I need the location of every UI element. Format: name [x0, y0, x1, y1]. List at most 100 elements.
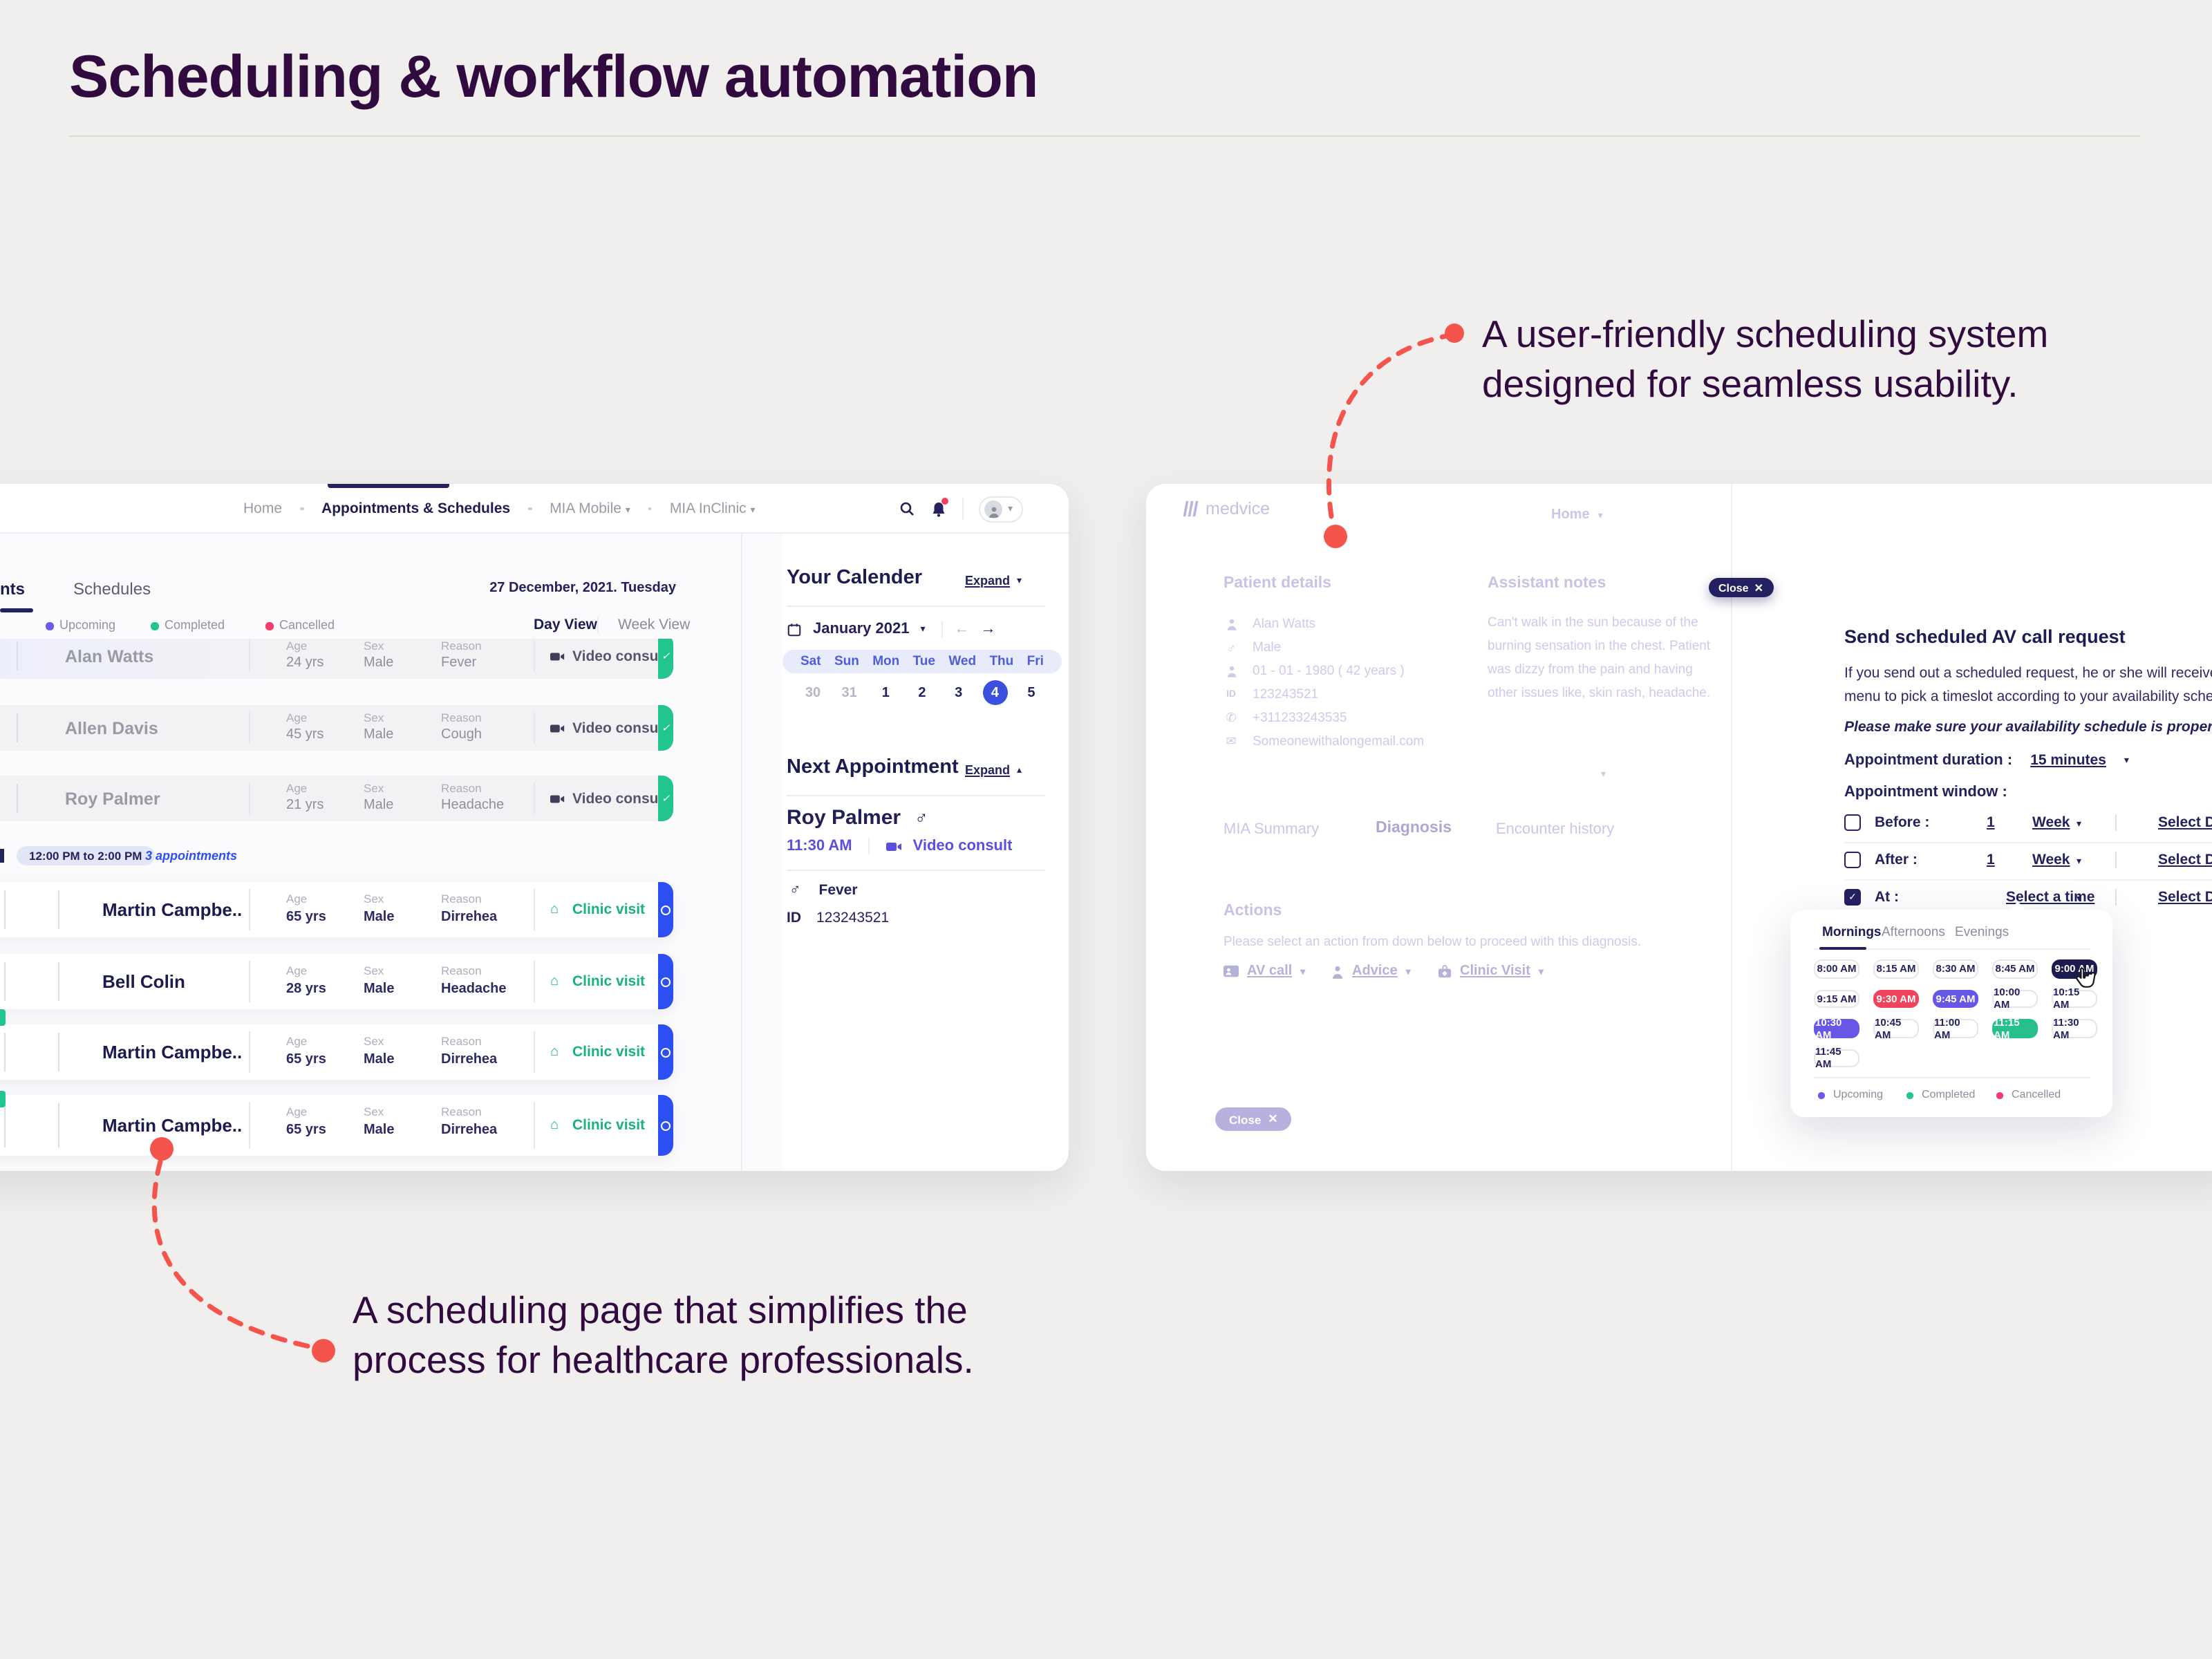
av-call-button[interactable]: AV call ▾ — [1224, 964, 1305, 979]
tab-schedules[interactable]: Schedules — [73, 579, 151, 599]
sex-value: Male — [364, 798, 394, 813]
next-appointment-expand[interactable]: Expand ▴ — [965, 763, 1022, 777]
annotation-top: A user-friendly scheduling system design… — [1482, 310, 2048, 410]
after-value[interactable]: 1 — [1987, 852, 1995, 868]
timeslot-chip[interactable]: 10:45 AM — [1873, 1016, 1919, 1041]
week-view-toggle[interactable]: Week View — [618, 617, 691, 633]
at-checkbox-checked[interactable]: ✓ — [1844, 889, 1861, 906]
timeslot-chip-upcoming[interactable]: 9:45 AM — [1933, 989, 1978, 1008]
row-divider — [249, 961, 250, 1002]
tab-appointments-partial[interactable]: nts — [0, 579, 25, 599]
sex-value: Male — [364, 982, 395, 997]
date-cell[interactable]: 5 — [1027, 685, 1035, 700]
timeslot-chip[interactable]: 8:30 AM — [1933, 959, 1978, 978]
after-date-select[interactable]: Select Date — [2158, 852, 2212, 868]
appointment-row[interactable]: Bell Colin Age 28 yrs Sex Male Reason He… — [0, 954, 673, 1009]
nav-mia-mobile[interactable]: MIA Mobile ▾ — [550, 500, 630, 517]
timeslot-chip-completed[interactable]: 11:15 AM — [1992, 1016, 2038, 1041]
patient-name: Martin Campbe.. — [102, 1042, 243, 1062]
tab-diagnosis[interactable]: Diagnosis — [1376, 820, 1452, 836]
date-cell[interactable]: 2 — [918, 685, 926, 700]
at-time-select[interactable]: Select a time — [2006, 889, 2095, 906]
next-month-arrow[interactable]: → — [980, 621, 996, 637]
calendar-expand[interactable]: Expand ▾ — [965, 574, 1022, 588]
appointment-row[interactable]: Martin Campbe.. Age 65 yrs Sex Male Reas… — [0, 1024, 673, 1080]
nav-home[interactable]: Home — [243, 500, 283, 517]
timeslot-chip[interactable]: 11:30 AM — [2052, 1016, 2097, 1041]
month-selector[interactable]: January 2021 — [813, 621, 910, 637]
appointment-row[interactable]: Allen Davis Age 45 yrs Sex Male Reason C… — [0, 705, 673, 751]
search-icon[interactable] — [899, 500, 915, 517]
timeslot-chip[interactable]: 8:00 AM — [1814, 959, 1859, 978]
patient-name: Bell Colin — [102, 971, 185, 992]
annotation-bottom-line2: process for healthcare professionals. — [353, 1338, 974, 1382]
timeslot-chip[interactable]: 10:15 AM — [2052, 986, 2097, 1011]
weekday: Fri — [1027, 654, 1044, 669]
duration-select[interactable]: 15 minutes — [2030, 752, 2106, 769]
before-date-select[interactable]: Select Date — [2158, 814, 2212, 831]
popup-legend-completed: Completed — [1922, 1088, 1976, 1100]
date-cell[interactable]: 1 — [881, 685, 890, 700]
popup-tab-afternoons[interactable]: Afternoons — [1882, 925, 1945, 940]
panel-title: Send scheduled AV call request — [1844, 626, 2126, 647]
phone-icon: ✆ — [1226, 711, 1237, 724]
status-accent-completed: ✓ — [658, 633, 673, 679]
timeslot-chip-cancelled[interactable]: 9:30 AM — [1873, 989, 1919, 1008]
tab-encounter-history[interactable]: Encounter history — [1496, 821, 1615, 838]
appointment-row[interactable]: Martin Campbe.. Age 65 yrs Sex Male Reas… — [0, 882, 673, 937]
nav-appointments-schedules[interactable]: Appointments & Schedules — [321, 500, 511, 517]
after-checkbox[interactable] — [1844, 852, 1861, 868]
after-unit-select[interactable]: Week — [2032, 852, 2070, 868]
timeslot-chip[interactable]: 10:00 AM — [1992, 986, 2038, 1011]
reason-value: Dirrehea — [441, 1052, 498, 1067]
col-age-label: Age — [286, 781, 308, 795]
status-accent-upcoming — [658, 1095, 673, 1156]
nav-mia-inclinic[interactable]: MIA InClinic ▾ — [669, 500, 756, 517]
timeslot-chip[interactable]: 11:45 AM — [1814, 1046, 1859, 1071]
annotation-top-line1: A user-friendly scheduling system — [1482, 312, 2049, 355]
advice-button[interactable]: Advice ▾ — [1331, 964, 1411, 979]
appointment-row[interactable]: Martin Campbe.. Age 65 yrs Sex Male Reas… — [0, 1095, 673, 1156]
patient-sex-row: ♂ Male — [1224, 640, 1281, 655]
col-reason-label: Reason — [441, 1034, 482, 1048]
before-unit-select[interactable]: Week — [2032, 814, 2070, 831]
appointment-row[interactable]: Alan Watts Age 24 yrs Sex Male Reason Fe… — [0, 633, 673, 679]
tab-mia-summary[interactable]: MIA Summary — [1224, 821, 1320, 838]
right-nav-home[interactable]: Home ▾ — [1551, 507, 1603, 523]
col-sex-label: Sex — [364, 1105, 384, 1118]
col-reason-label: Reason — [441, 1105, 482, 1118]
appointment-row[interactable]: Roy Palmer Age 21 yrs Sex Male Reason He… — [0, 776, 673, 821]
day-view-toggle[interactable]: Day View — [534, 617, 597, 633]
window-row-before: Before : 1 Week ▾ Select Date — [1844, 812, 2212, 834]
chevron-down-icon: ▾ — [2077, 894, 2082, 904]
title-divider — [69, 135, 2140, 137]
date-cell[interactable]: 3 — [955, 685, 963, 700]
date-cell-selected[interactable]: 4 — [982, 680, 1008, 705]
before-value[interactable]: 1 — [1987, 814, 1995, 831]
notifications-bell-icon[interactable] — [930, 497, 948, 518]
popup-tab-evenings[interactable]: Evenings — [1955, 925, 2009, 940]
prev-month-arrow[interactable]: ← — [954, 621, 970, 637]
age-value: 65 yrs — [286, 910, 326, 925]
col-reason-label: Reason — [441, 711, 482, 724]
before-checkbox[interactable] — [1844, 814, 1861, 831]
date-cell[interactable]: 30 — [805, 685, 821, 700]
timeslot-chip[interactable]: 11:00 AM — [1933, 1016, 1978, 1041]
date-cell[interactable]: 31 — [841, 685, 857, 700]
profile-menu[interactable]: ▾ — [979, 496, 1023, 522]
connector-dot — [312, 1339, 335, 1362]
clinic-visit-button[interactable]: Clinic Visit ▾ — [1438, 964, 1544, 979]
at-date-select[interactable]: Select Date — [2158, 889, 2212, 906]
advice-person-icon — [1331, 964, 1344, 978]
popup-legend-cancelled: Cancelled — [2012, 1088, 2061, 1100]
close-button-faded[interactable]: Close ✕ — [1215, 1107, 1292, 1131]
timeslot-chip-upcoming[interactable]: 10:30 AM — [1814, 1016, 1859, 1041]
chevron-down-icon: ▾ — [1597, 511, 1603, 521]
timeslot-chip[interactable]: 8:45 AM — [1992, 959, 2038, 978]
close-panel-button[interactable]: Close ✕ — [1709, 578, 1773, 597]
col-reason-label: Reason — [441, 639, 482, 653]
popup-tab-mornings[interactable]: Mornings — [1822, 925, 1882, 940]
timeslot-chip[interactable]: 8:15 AM — [1873, 959, 1919, 978]
timeslot-chip[interactable]: 9:15 AM — [1814, 989, 1859, 1008]
before-label: Before : — [1875, 814, 1930, 831]
